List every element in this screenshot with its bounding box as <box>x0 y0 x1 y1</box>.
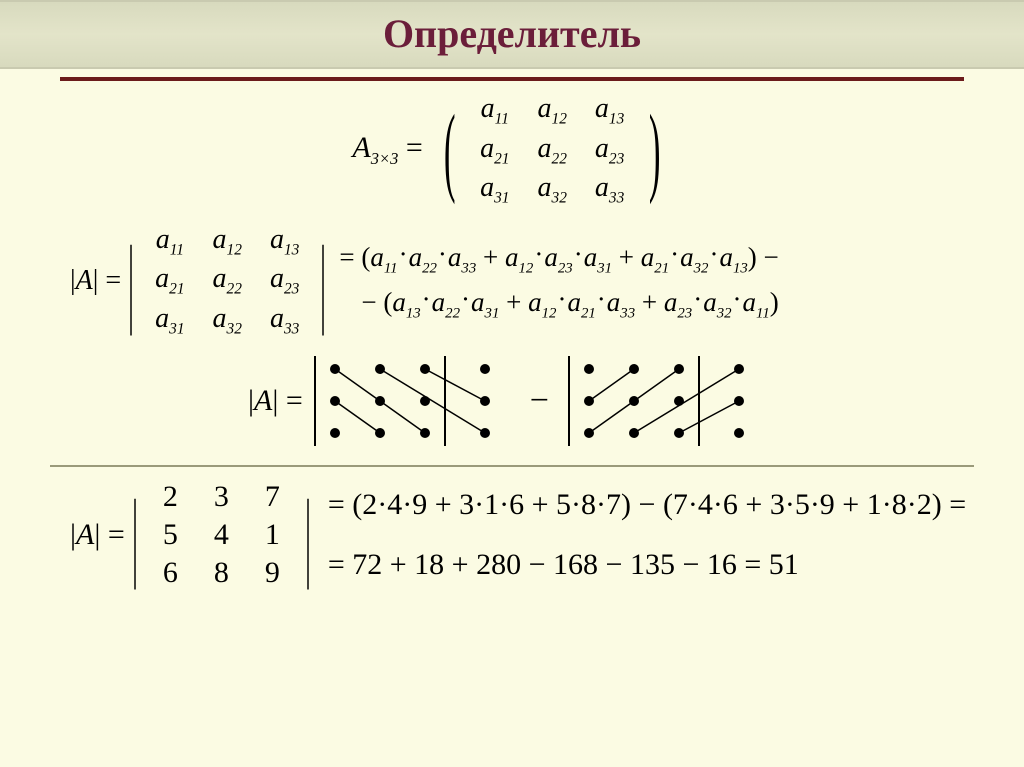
content-area: A3×3 = ( a11 a12 a13 a21 a22 a23 a31 a32… <box>0 91 1024 451</box>
right-paren: ) <box>649 110 661 190</box>
sarrus-positive <box>305 351 520 451</box>
matrix-definition: A3×3 = ( a11 a12 a13 a21 a22 a23 a31 a32… <box>50 91 974 210</box>
example-right-bar: | <box>305 495 311 575</box>
example-area: |A| = | 237 541 689 | = (2·4·9 + 3·1·6 +… <box>0 475 1024 595</box>
det-right-bar: | <box>320 241 326 321</box>
det-left-bar: | <box>128 241 134 321</box>
sarrus-lhs: |A| = <box>248 384 303 418</box>
determinant-expansion: |A| = | a11 a12 a13 a21 a22 a23 a31 a32 … <box>70 222 974 341</box>
matrix-sub: 3×3 <box>371 149 399 168</box>
page-title: Определитель <box>0 10 1024 57</box>
example-lhs: |A| = <box>70 518 125 552</box>
matrix-symbol: A <box>352 131 370 164</box>
example-computation: |A| = | 237 541 689 | = (2·4·9 + 3·1·6 +… <box>70 475 974 595</box>
matrix-lhs: A3×3 = <box>352 131 422 169</box>
left-paren: ( <box>444 110 456 190</box>
example-formula: = (2·4·9 + 3·1·6 + 5·8·7) − (7·4·6 + 3·5… <box>328 475 966 595</box>
separator-line <box>50 465 974 467</box>
det-lhs: |A| = <box>70 265 121 297</box>
sarrus-diagram: |A| = − <box>50 351 974 451</box>
example-left-bar: | <box>132 495 138 575</box>
sarrus-minus: − <box>530 382 549 420</box>
det-formula: = (a11·a22·a33 + a12·a23·a31 + a21·a32·a… <box>339 236 778 326</box>
example-matrix: 237 541 689 <box>145 478 298 592</box>
title-bar: Определитель <box>0 0 1024 69</box>
det-matrix: a11 a12 a13 a21 a22 a23 a31 a32 a33 <box>141 222 313 341</box>
sarrus-negative <box>559 351 774 451</box>
example-line2: = 72 + 18 + 280 − 168 − 135 − 16 = 51 <box>328 535 966 595</box>
matrix-body: a11 a12 a13 a21 a22 a23 a31 a32 a33 <box>466 91 638 210</box>
title-underline <box>60 77 964 81</box>
example-line1: = (2·4·9 + 3·1·6 + 5·8·7) − (7·4·6 + 3·5… <box>328 475 966 535</box>
